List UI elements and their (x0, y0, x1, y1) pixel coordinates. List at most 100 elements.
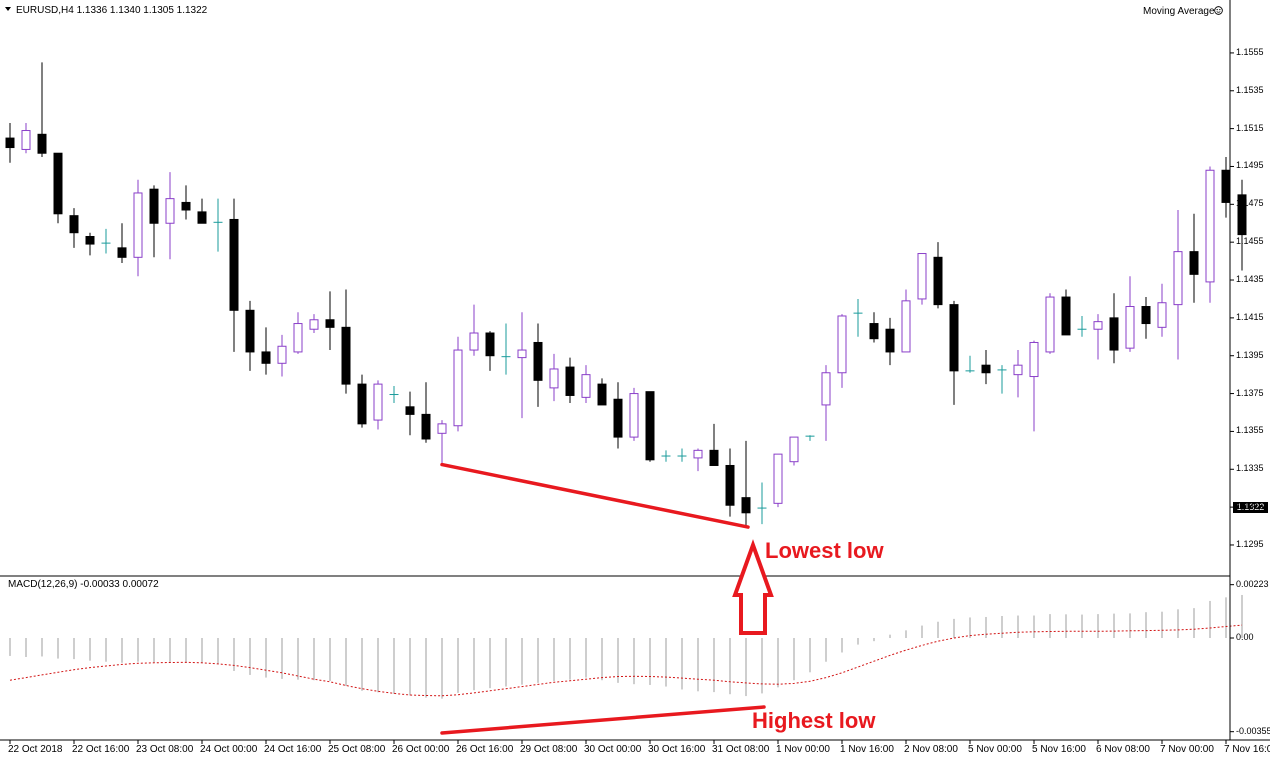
candle (1109, 293, 1119, 364)
symbol-title: EURUSD,H4 1.1336 1.1340 1.1305 1.1322 (16, 5, 208, 16)
candle (1013, 350, 1023, 398)
candle-body (517, 349, 527, 359)
candle-body (1173, 251, 1183, 306)
symbol-menu-arrow-icon[interactable] (5, 7, 11, 11)
price-tick-label: 1.1315 (1236, 501, 1264, 512)
candle (69, 208, 79, 248)
macd-tick-label: 0.00 (1236, 632, 1254, 642)
candle-body (1109, 317, 1119, 351)
candle (1045, 293, 1055, 354)
price-tick-label: 1.1375 (1236, 387, 1264, 398)
candle-body (917, 253, 927, 300)
candle-body (1093, 321, 1103, 330)
candle-body (837, 315, 847, 374)
candle (1141, 297, 1151, 339)
candle (725, 448, 735, 517)
candle-body (789, 436, 799, 463)
candle-body (133, 192, 143, 258)
candle-body (725, 464, 735, 506)
time-tick-label: 2 Nov 08:00 (904, 744, 958, 755)
annotation-overlay (440, 462, 774, 735)
candle (405, 391, 415, 436)
candle (325, 291, 335, 351)
candle (821, 365, 831, 441)
time-tick-label: 25 Oct 08:00 (328, 744, 386, 755)
candle (421, 382, 431, 443)
up-arrow-icon (732, 539, 774, 635)
candle-body (581, 374, 591, 398)
candle (917, 253, 927, 305)
candle-body (469, 332, 479, 351)
candle (677, 448, 687, 462)
candle-body (1045, 296, 1055, 353)
time-tick-label: 26 Oct 16:00 (456, 744, 514, 755)
candle-body (613, 398, 623, 438)
time-tick-label: 22 Oct 16:00 (72, 744, 130, 755)
candle-body (197, 211, 207, 224)
candle (1237, 179, 1247, 271)
candle-body (1221, 169, 1231, 203)
price-tick-label: 1.1415 (1236, 311, 1264, 322)
candle (789, 436, 799, 466)
candle (277, 334, 287, 377)
candle-body (421, 413, 431, 440)
candle (933, 242, 943, 309)
candle-body (453, 349, 463, 427)
time-tick-label: 30 Oct 16:00 (648, 744, 706, 755)
candle (1189, 213, 1199, 303)
candle (469, 304, 479, 356)
time-tick-label: 29 Oct 08:00 (520, 744, 578, 755)
time-tick-label: 7 Nov 00:00 (1160, 744, 1214, 755)
candle (869, 312, 879, 343)
candle (837, 314, 847, 388)
candle (261, 327, 271, 375)
candle (485, 331, 495, 371)
candle (853, 298, 863, 337)
candle (149, 185, 159, 258)
candle-body (21, 130, 31, 150)
time-tick-label: 5 Nov 00:00 (968, 744, 1022, 755)
macd-trend-line (440, 705, 766, 735)
candle (629, 387, 639, 441)
candle (1077, 315, 1087, 337)
candle (709, 423, 719, 466)
smiley-icon[interactable] (1214, 6, 1223, 15)
time-tick-label: 22 Oct 2018 (8, 744, 63, 755)
candle (997, 365, 1007, 394)
candle-body (37, 133, 47, 154)
candle-body (1237, 194, 1247, 236)
candle-body (5, 137, 15, 149)
candle-body (885, 328, 895, 353)
candle-body (69, 215, 79, 234)
candle-body (1125, 306, 1135, 349)
candle-body (149, 188, 159, 224)
candle (613, 382, 623, 449)
candle-body (741, 497, 751, 514)
price-tick-label: 1.1435 (1236, 274, 1264, 285)
time-tick-label: 24 Oct 00:00 (200, 744, 258, 755)
macd-signal-line (9, 624, 1243, 697)
candle (1173, 210, 1183, 360)
price-tick-label: 1.1355 (1236, 425, 1264, 436)
price-tick-label: 1.1495 (1236, 160, 1264, 171)
candle (37, 62, 47, 158)
moving-average-label[interactable]: Moving Average (1143, 6, 1215, 17)
candle (757, 482, 767, 525)
candle-body (1189, 251, 1199, 275)
candle (181, 185, 191, 220)
candle-body (261, 351, 271, 364)
candle (597, 378, 607, 406)
candle-body (645, 391, 655, 461)
price-tick-label: 1.1475 (1236, 198, 1264, 209)
price-tick-label: 1.1535 (1236, 84, 1264, 95)
candle (229, 198, 239, 352)
candle-body (405, 406, 415, 415)
time-tick-label: 6 Nov 08:00 (1096, 744, 1150, 755)
candle-body (533, 341, 543, 381)
candle (101, 228, 111, 254)
candle (661, 450, 671, 462)
candle-body (1141, 306, 1151, 325)
candle-body (245, 309, 255, 353)
candle-body (949, 304, 959, 372)
candle (117, 223, 127, 263)
